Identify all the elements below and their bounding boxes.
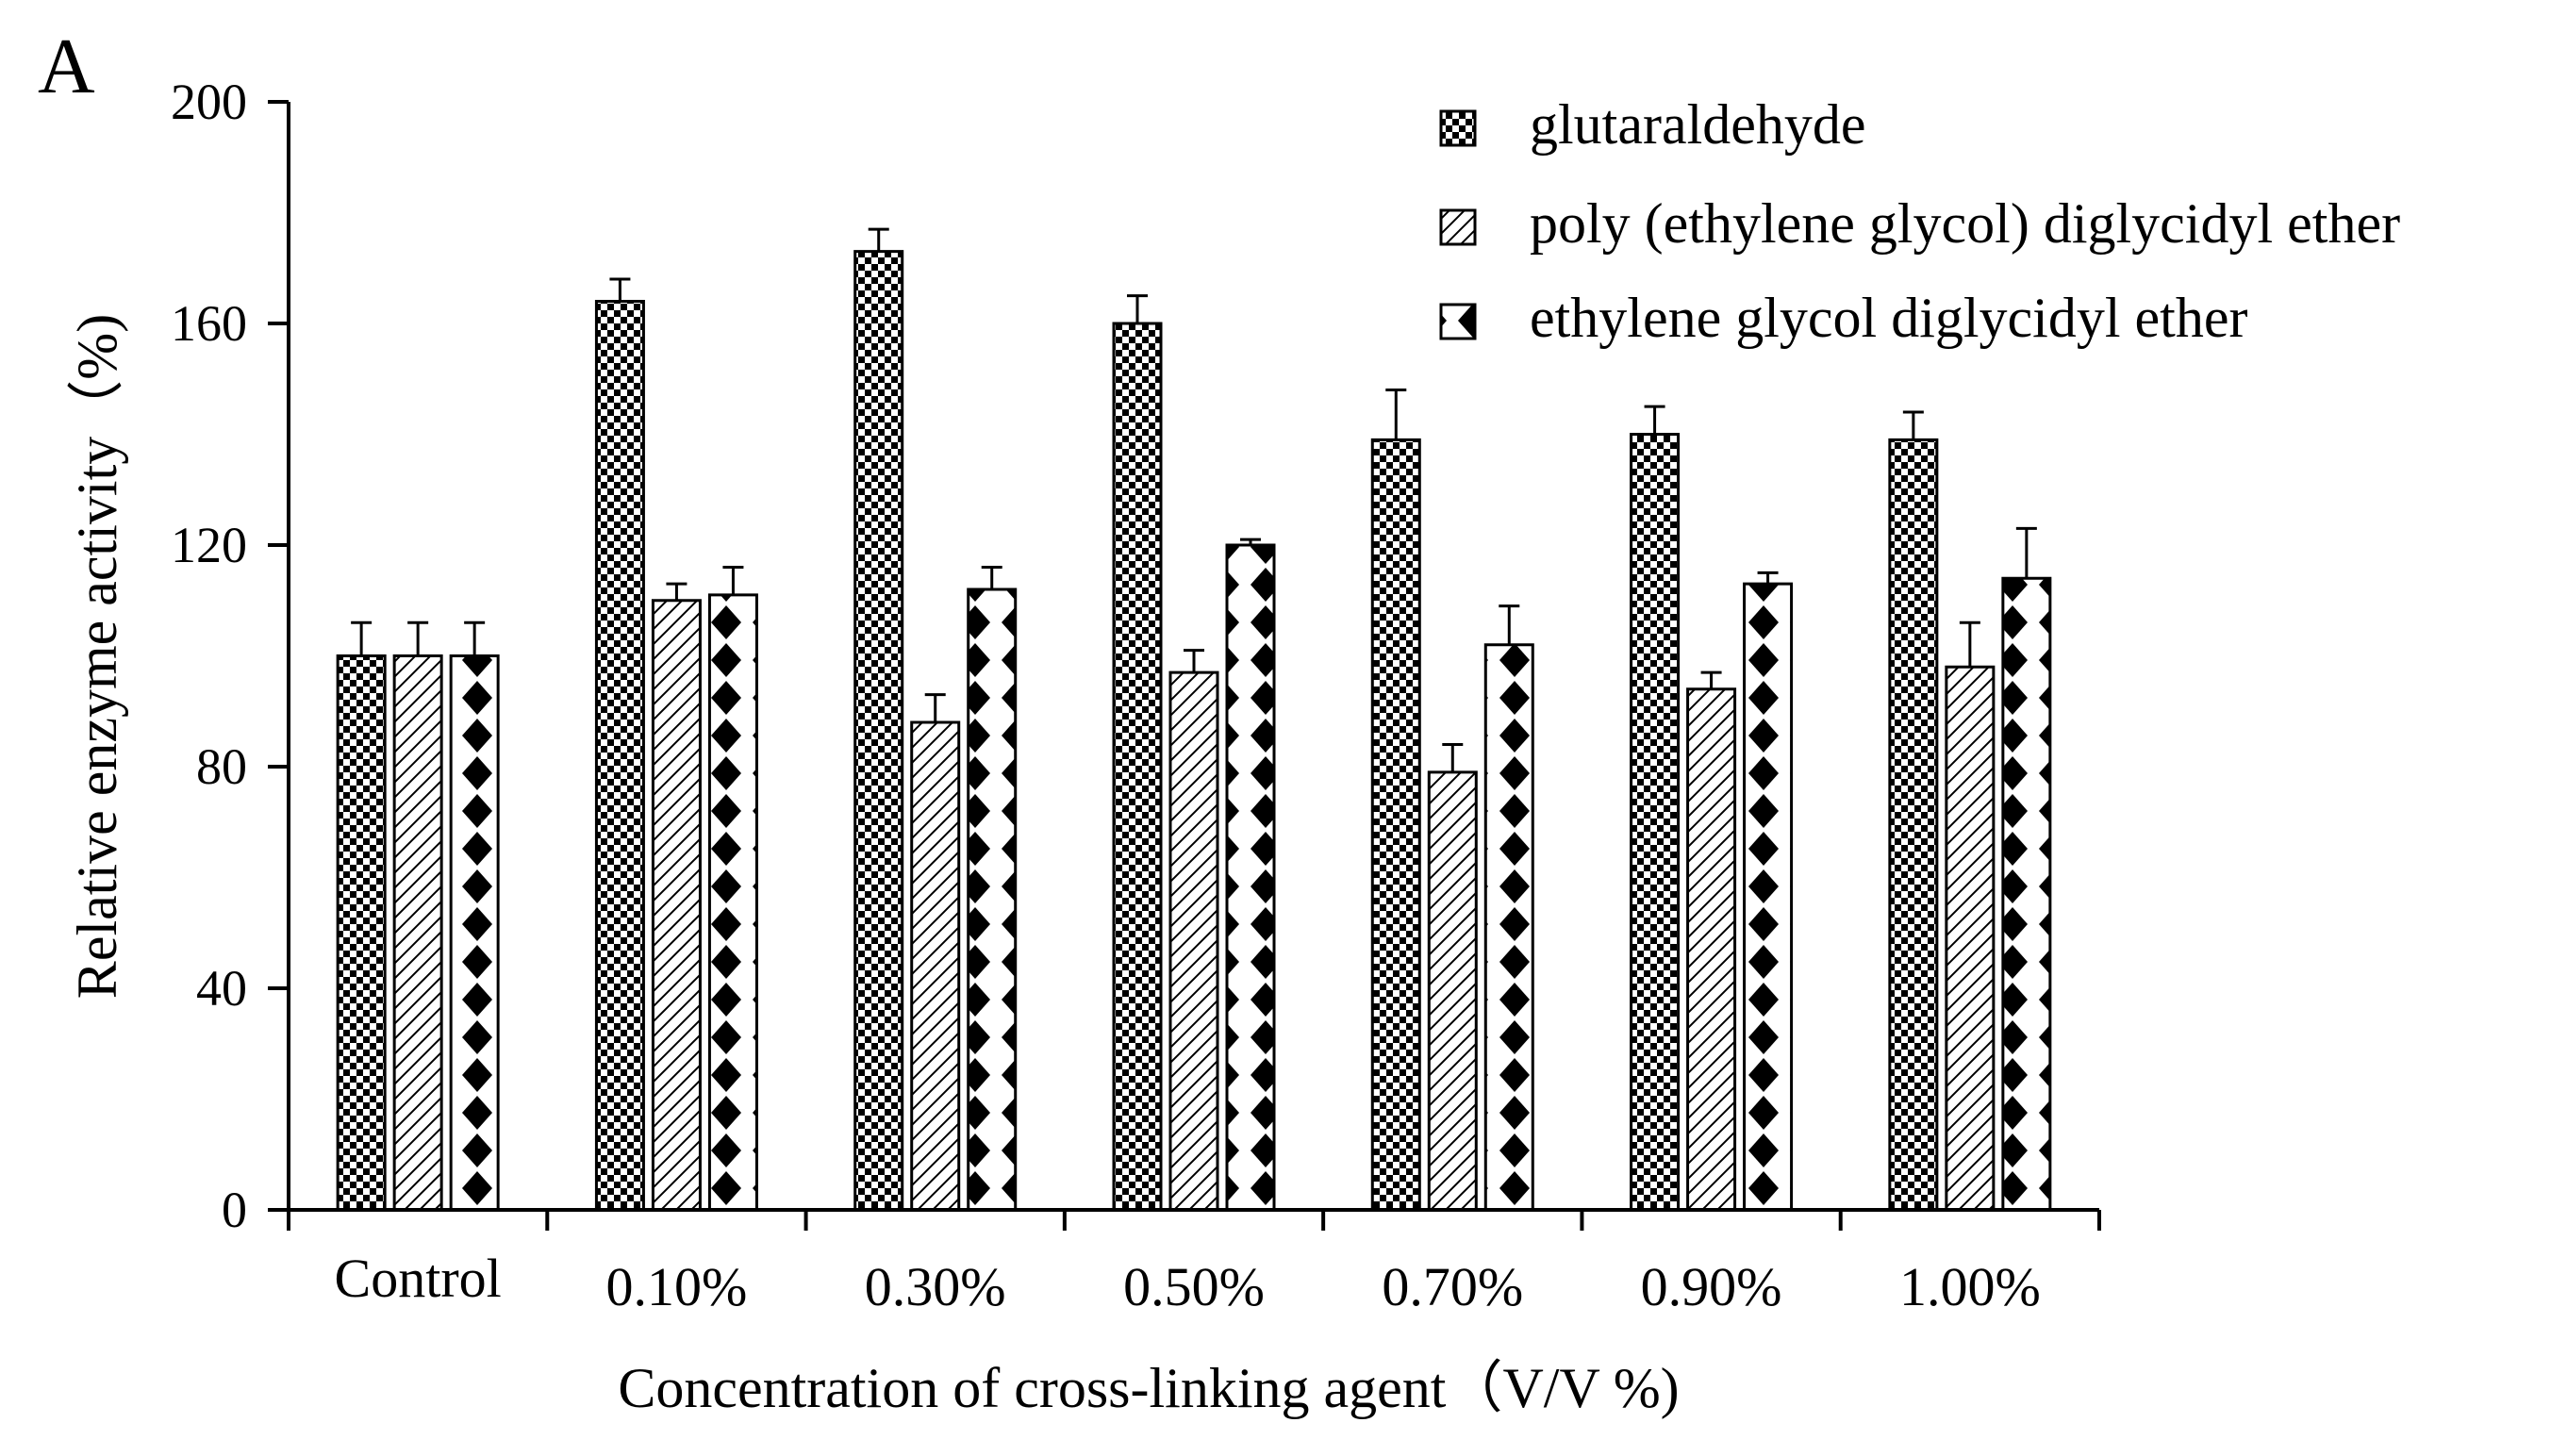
x-tick-label: 0.70%: [1382, 1256, 1523, 1317]
x-tick-label: 0.30%: [865, 1256, 1006, 1317]
bar-diamond: [449, 654, 500, 1212]
bar-checker: [1888, 438, 1939, 1212]
bar-checker: [1112, 322, 1163, 1212]
y-tick-label: 80: [196, 738, 247, 795]
bar-diagonal: [910, 720, 961, 1212]
bar-diagonal: [1427, 770, 1478, 1212]
bar-diagonal: [1686, 687, 1737, 1212]
legend-label: glutaraldehyde: [1530, 93, 1866, 156]
bar-diamond: [707, 593, 758, 1212]
bar-checker: [336, 654, 387, 1212]
bar-checker: [1370, 438, 1421, 1212]
bar-diagonal: [651, 599, 702, 1212]
legend-label: poly (ethylene glycol) diglycidyl ether: [1530, 192, 2400, 255]
legend-swatch-diamond: [1439, 303, 1477, 340]
x-axis-tick-labels: Control 0.10% 0.30% 0.50% 0.70% 0.90% 1.00%: [335, 1248, 2041, 1317]
bar-diagonal: [1945, 665, 1996, 1212]
bars-layer: [336, 250, 2052, 1212]
y-axis-ticks: 0 40 80 120 160 200: [171, 74, 289, 1238]
x-tick-label: 0.10%: [606, 1256, 748, 1317]
y-tick-label: 160: [171, 295, 247, 352]
x-tick-label: 0.90%: [1641, 1256, 1782, 1317]
y-tick-label: 40: [196, 960, 247, 1017]
bar-checker: [853, 250, 904, 1212]
legend-swatch-diagonal: [1439, 208, 1477, 246]
y-tick-label: 120: [171, 517, 247, 573]
bar-diagonal: [392, 654, 443, 1212]
x-tick-label: 1.00%: [1899, 1256, 2041, 1317]
bar-diamond: [2001, 576, 2052, 1212]
x-tick-label: Control: [335, 1248, 502, 1309]
y-tick-label: 200: [171, 74, 247, 130]
y-axis-title: Relative enzyme activity（%): [66, 314, 128, 999]
panel-label: A: [38, 23, 95, 110]
error-bars-layer: [351, 227, 2037, 772]
bar-diamond: [1743, 582, 1794, 1212]
bar-diagonal: [1168, 670, 1219, 1212]
bar-diamond: [967, 587, 1018, 1212]
x-axis-title: Concentration of cross-linking agent（V/V…: [618, 1357, 1679, 1419]
bar-diamond: [1483, 643, 1534, 1212]
bar-checker: [594, 300, 645, 1212]
x-tick-label: 0.50%: [1123, 1256, 1265, 1317]
y-tick-label: 0: [222, 1182, 247, 1238]
x-axis-ticks: [287, 1210, 2101, 1231]
legend: glutaraldehyde poly (ethylene glycol) dig…: [1439, 93, 2400, 349]
legend-swatch-checker: [1439, 109, 1477, 147]
bar-diamond: [1225, 543, 1276, 1212]
legend-label: ethylene glycol diglycidyl ether: [1530, 287, 2247, 349]
bar-checker: [1630, 433, 1681, 1212]
